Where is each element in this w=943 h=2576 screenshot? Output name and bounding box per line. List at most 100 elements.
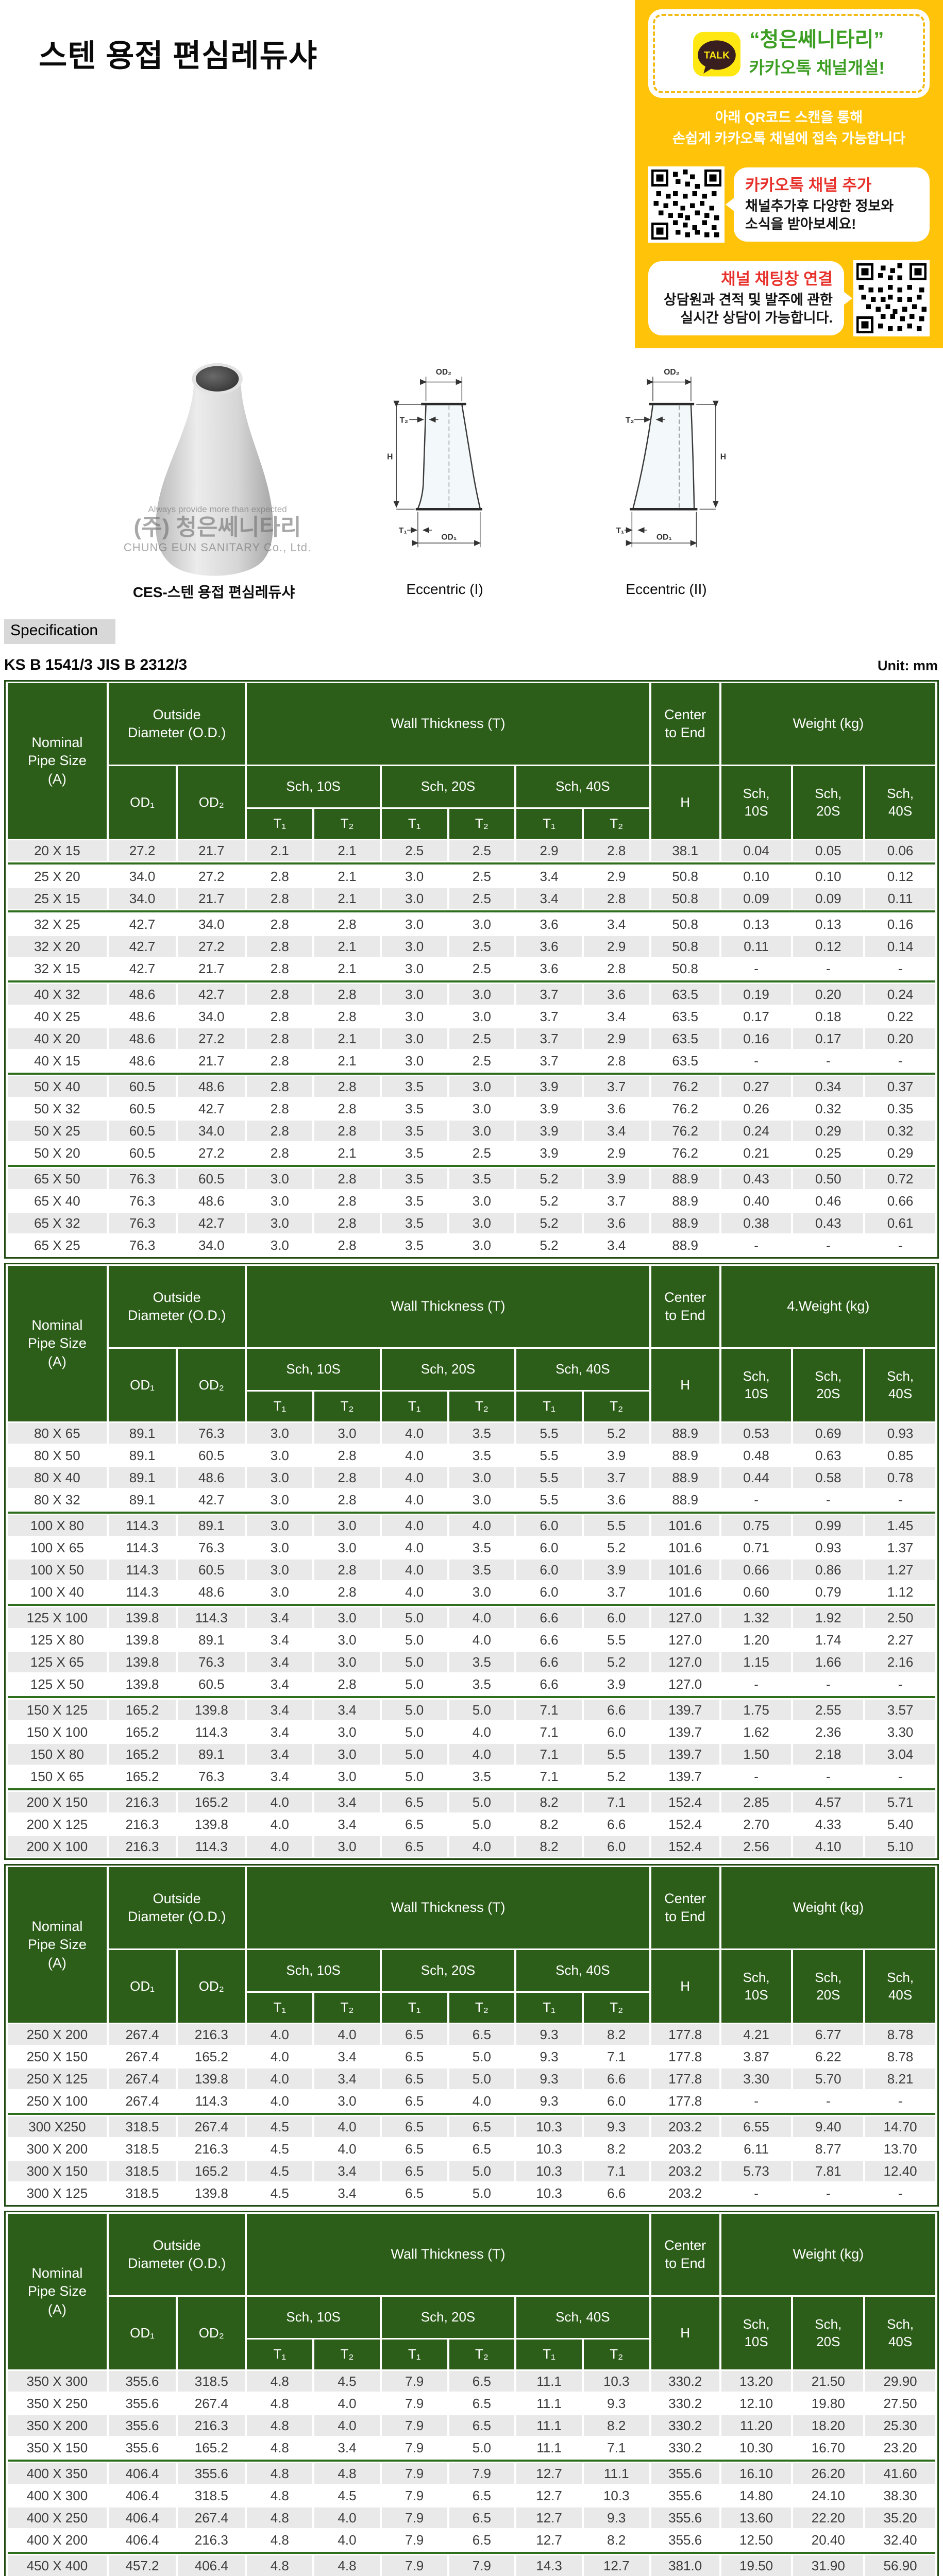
- cell: 60.5: [108, 1098, 176, 1119]
- cell: 0.09: [793, 888, 864, 909]
- cell: 2.8: [314, 1213, 380, 1233]
- cell: 2.8: [247, 1050, 313, 1071]
- spec-table-2: Nominal Pipe Size (A) Outside Diameter (O.D…: [4, 1263, 939, 1860]
- cell: 34.0: [108, 866, 176, 887]
- cell: 203.2: [651, 2161, 719, 2181]
- eccentric-1-diagram: OD₂ T₂ H T₁ OD₁: [380, 355, 509, 577]
- cell: 6.0: [583, 1607, 649, 1628]
- qr-code-chat: [853, 260, 930, 336]
- cell: 3.0: [381, 888, 447, 909]
- cell: 3.5: [449, 1537, 515, 1558]
- cell: 5.71: [865, 1792, 935, 1812]
- cell: 9.3: [516, 2046, 582, 2067]
- row-size: 80 X 50: [8, 1445, 107, 1466]
- cell: 165.2: [178, 2161, 245, 2181]
- cell: 3.5: [449, 1652, 515, 1672]
- cell: 114.3: [178, 1722, 245, 1742]
- cell: 127.0: [651, 1630, 719, 1650]
- cell: 330.2: [651, 2415, 719, 2436]
- cell: 318.5: [178, 2371, 245, 2392]
- header-od2: OD₂: [178, 766, 245, 839]
- cell: 3.0: [247, 1537, 313, 1558]
- cell: 3.5: [449, 1423, 515, 1444]
- cell: 63.5: [651, 1006, 719, 1027]
- cell: 4.0: [314, 2116, 380, 2137]
- cell: 4.0: [314, 2024, 380, 2045]
- cell: 5.0: [381, 1630, 447, 1650]
- product-photo: Always provide more than expected (주) 청은…: [114, 352, 313, 577]
- header-t2: T₂: [449, 809, 515, 839]
- page-title: 스텐 용접 편심레듀샤: [39, 39, 318, 73]
- table-row: 80 X 50 89.1 60.5 3.0 2.8 4.0 3.5 5.5 3.9 88.9 0.4…: [8, 1445, 935, 1466]
- cell: 2.5: [449, 866, 515, 887]
- banner-brand: “청은쎄니타리” 카카오톡 채널개설!: [749, 28, 884, 79]
- cell: 27.50: [865, 2393, 935, 2414]
- banner-channel-open: 카카오톡 채널개설!: [749, 58, 885, 77]
- cell: 9.40: [793, 2116, 864, 2137]
- cell: -: [721, 1489, 792, 1510]
- cell: 139.8: [178, 2069, 245, 2089]
- cell: 139.7: [651, 1722, 719, 1742]
- table-row: 65 X 32 76.3 42.7 3.0 2.8 3.5 3.0 5.2 3.6 88.9 0.3…: [8, 1213, 935, 1233]
- cell: 5.0: [381, 1722, 447, 1742]
- header-weight: Weight (kg): [721, 683, 935, 765]
- cell: 6.5: [381, 1836, 447, 1857]
- cell: 4.0: [314, 2415, 380, 2436]
- cell: 4.0: [314, 2393, 380, 2414]
- cell: 0.60: [721, 1582, 792, 1602]
- cell: 0.27: [721, 1076, 792, 1097]
- cell: 2.8: [314, 1235, 380, 1256]
- cell: 139.7: [651, 1766, 719, 1787]
- banner-subtitle-line1: 아래 QR코드 스캔을 통해: [715, 110, 863, 125]
- row-size: 300 X 200: [8, 2139, 107, 2159]
- cell: 3.7: [583, 1191, 649, 1211]
- row-size: 250 X 125: [8, 2069, 107, 2089]
- cell: 0.13: [793, 914, 864, 935]
- cell: 4.8: [314, 2463, 380, 2484]
- cell: 2.9: [516, 840, 582, 861]
- cell: 76.3: [178, 1537, 245, 1558]
- cell: 6.6: [583, 1814, 649, 1835]
- cell: 5.0: [449, 1792, 515, 1812]
- cell: -: [865, 2183, 935, 2204]
- header-sch20s: Sch, 20S: [381, 1950, 515, 1991]
- cell: 5.5: [516, 1467, 582, 1488]
- cell: 48.6: [108, 1028, 176, 1049]
- cell: 5.5: [583, 1515, 649, 1536]
- cell: 3.5: [381, 1121, 447, 1141]
- cell: 4.0: [247, 2069, 313, 2089]
- cell: 1.15: [721, 1652, 792, 1672]
- cell: 0.79: [793, 1582, 864, 1602]
- header-t1: T₁: [381, 1993, 447, 2023]
- cell: 6.5: [381, 2139, 447, 2159]
- cell: 3.5: [381, 1076, 447, 1097]
- svg-text:OD₁: OD₁: [656, 533, 672, 542]
- cell: 2.8: [247, 1006, 313, 1027]
- product-section: Always provide more than expected (주) 청은…: [0, 348, 943, 612]
- cell: 152.4: [651, 1792, 719, 1812]
- cell: 127.0: [651, 1674, 719, 1694]
- cell: 3.0: [449, 1191, 515, 1211]
- cell: -: [793, 1050, 864, 1071]
- cell: 8.2: [516, 1814, 582, 1835]
- cell: 48.6: [108, 984, 176, 1005]
- cell: 3.0: [314, 1744, 380, 1765]
- cell: 5.5: [516, 1445, 582, 1466]
- cell: 4.0: [449, 1630, 515, 1650]
- cell: 1.92: [793, 1607, 864, 1628]
- cell: 0.11: [865, 888, 935, 909]
- cell: 12.7: [516, 2485, 582, 2506]
- cell: 0.10: [721, 866, 792, 887]
- cell: 4.5: [247, 2116, 313, 2137]
- cell: 6.6: [516, 1674, 582, 1694]
- table-row: 40 X 20 48.6 27.2 2.8 2.1 3.0 2.5 3.7 2.9 63.5 0.1…: [8, 1028, 935, 1049]
- table-row: 200 X 100 216.3 114.3 4.0 3.0 6.5 4.0 8.2 6.0 152…: [8, 1836, 935, 1857]
- cell: 5.2: [583, 1537, 649, 1558]
- cell: 4.8: [247, 2415, 313, 2436]
- cell: 4.0: [381, 1467, 447, 1488]
- cell: 6.0: [583, 2091, 649, 2111]
- cell: 5.0: [449, 1814, 515, 1835]
- cell: 48.6: [178, 1467, 245, 1488]
- cell: 34.0: [178, 914, 245, 935]
- qr-code-add-channel: [648, 166, 725, 243]
